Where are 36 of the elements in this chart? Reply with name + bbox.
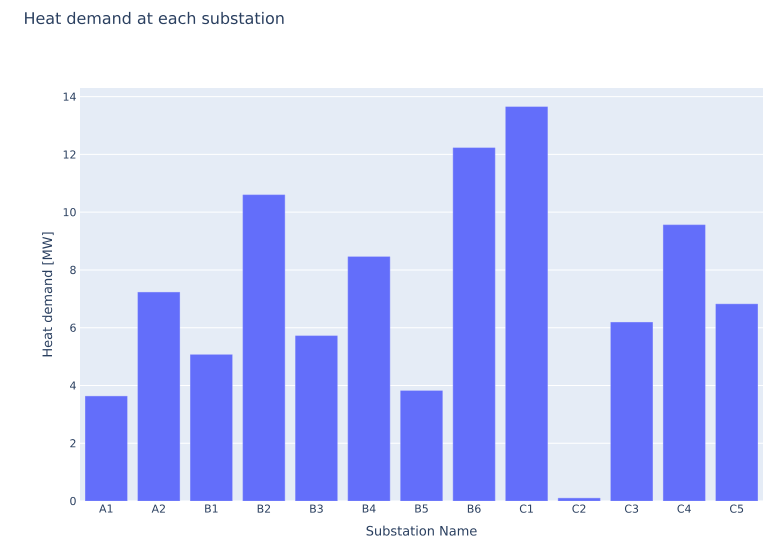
y-tick-label: 4	[70, 381, 76, 390]
bar	[453, 148, 496, 501]
bar	[663, 224, 706, 501]
bar	[610, 322, 653, 501]
bar	[138, 292, 180, 501]
y-tick-label: 6	[70, 324, 76, 332]
bar	[242, 194, 285, 501]
bar	[506, 106, 548, 501]
x-tick-label: C4	[677, 504, 691, 513]
x-axis-title: Substation Name	[366, 526, 477, 536]
y-tick-label: 10	[64, 208, 76, 216]
x-tick-label: C3	[624, 504, 638, 513]
chart-title: Heat demand at each substation	[25, 12, 284, 24]
y-tick-label: 2	[70, 439, 76, 448]
y-tick-label: 12	[64, 150, 76, 158]
x-tick-label: B4	[362, 504, 376, 513]
x-tick-label: C1	[520, 504, 533, 513]
bar	[85, 396, 128, 501]
x-tick-label: A2	[152, 504, 165, 513]
bar	[348, 256, 390, 501]
bar	[190, 354, 232, 501]
bar	[400, 390, 443, 501]
y-tick-label: 0	[70, 496, 76, 506]
y-axis-title: Heat demand [MW]	[42, 232, 54, 356]
bar	[295, 336, 338, 501]
bar	[715, 304, 758, 501]
x-tick-label: B1	[205, 504, 218, 513]
y-tick-label: 14	[64, 92, 76, 101]
x-tick-label: C5	[730, 504, 744, 513]
x-tick-label: C2	[572, 504, 586, 513]
x-tick-label: A1	[99, 504, 112, 513]
x-tick-label: B5	[415, 504, 428, 513]
x-tick-label: B6	[468, 504, 481, 513]
x-tick-label: B2	[258, 504, 270, 513]
y-tick-label: 8	[70, 266, 76, 274]
x-tick-label: B3	[310, 504, 323, 513]
